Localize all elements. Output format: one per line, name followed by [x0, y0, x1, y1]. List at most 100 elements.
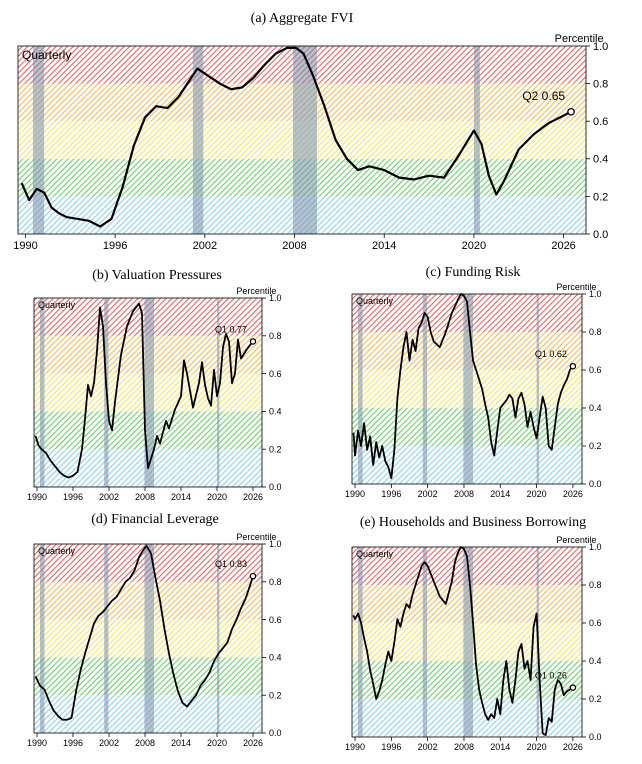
x-tick-label: 2002	[193, 240, 217, 252]
y-axis-label: Percentile	[236, 286, 276, 296]
recession-shade	[104, 544, 109, 733]
recession-shade	[293, 46, 317, 234]
latest-value-annotation: Q1 0.77	[215, 324, 247, 334]
recession-shade	[144, 544, 154, 733]
recession-shade	[217, 544, 220, 733]
series-line	[34, 544, 254, 721]
latest-value-annotation: Q1 0.83	[215, 559, 247, 569]
y-tick-label: 0.8	[593, 78, 608, 90]
series-line	[352, 293, 574, 480]
x-tick-label: 1996	[381, 489, 401, 499]
recession-shade	[536, 294, 540, 484]
y-tick-label: 0.0	[589, 479, 602, 489]
x-tick-label: 2002	[99, 492, 119, 502]
x-tick-label: 2020	[207, 738, 227, 748]
x-tick-label: 2014	[490, 489, 510, 499]
recession-shade	[192, 46, 204, 234]
y-tick-label: 0.2	[589, 441, 602, 451]
recession-shade	[463, 547, 474, 737]
x-tick-label: 2014	[171, 738, 191, 748]
x-tick-label: 1990	[27, 738, 47, 748]
x-tick-label: 2020	[207, 492, 227, 502]
y-tick-label: 1.0	[269, 293, 282, 303]
plot-frame	[351, 293, 583, 485]
y-tick-label: 0.0	[269, 728, 282, 738]
x-tick-label: 2026	[563, 489, 583, 499]
y-tick-label: 0.6	[589, 365, 602, 375]
recession-shade	[40, 544, 45, 733]
y-tick-label: 1.0	[589, 289, 602, 299]
x-tick-label: 1990	[27, 492, 47, 502]
y-tick-label: 0.6	[593, 116, 608, 128]
x-tick-label: 2026	[551, 240, 575, 252]
x-tick-label: 2026	[243, 738, 263, 748]
latest-point-marker	[249, 338, 257, 345]
y-axis-label: Percentile	[556, 535, 596, 545]
x-tick-label: 1996	[63, 492, 83, 502]
panel-title: (d) Financial Leverage	[91, 512, 219, 527]
x-tick-label: 1990	[345, 489, 365, 499]
y-axis-label: Percentile	[236, 532, 276, 542]
y-tick-label: 0.2	[269, 444, 282, 454]
x-tick-label: 2020	[462, 240, 486, 252]
y-tick-label: 0.4	[589, 403, 602, 413]
frequency-label: Quarterly	[356, 549, 394, 559]
y-tick-label: 0.6	[269, 615, 282, 625]
y-axis-label: Percentile	[556, 282, 596, 292]
x-tick-label: 2026	[563, 742, 583, 752]
y-tick-label: 0.8	[269, 577, 282, 587]
y-tick-label: 0.2	[593, 191, 608, 203]
panel-title: (b) Valuation Pressures	[92, 268, 222, 283]
series-line	[352, 546, 574, 736]
recession-shade	[473, 46, 480, 234]
latest-value-annotation: Q1 0.26	[535, 671, 567, 681]
x-tick-label: 2008	[135, 492, 155, 502]
panel-title: (c) Funding Risk	[426, 265, 521, 280]
y-tick-label: 0.0	[269, 482, 282, 492]
recession-shade	[358, 294, 363, 484]
series-line	[34, 302, 254, 479]
x-tick-label: 2014	[171, 492, 191, 502]
recession-shade	[358, 547, 363, 737]
panel-funding-risk: (c) Funding Risk 1990 1996 2002 2008 2014 2020…	[345, 265, 602, 499]
y-tick-label: 0.4	[589, 656, 602, 666]
y-tick-label: 1.0	[589, 542, 602, 552]
latest-point-marker	[569, 684, 577, 691]
plot-frame	[33, 297, 263, 488]
latest-point-marker	[249, 572, 257, 580]
x-tick-label: 2026	[243, 492, 263, 502]
y-tick-label: 0.0	[589, 732, 602, 742]
x-tick-label: 2014	[490, 742, 510, 752]
x-tick-label: 2020	[527, 489, 547, 499]
frequency-label: Quarterly	[38, 546, 76, 556]
y-tick-label: 0.6	[269, 369, 282, 379]
x-tick-label: 2002	[418, 742, 438, 752]
panel-financial-leverage: (d) Financial Leverage 1990 1996 2002 2008 20…	[27, 512, 282, 748]
series-line	[20, 46, 572, 228]
panel-households-business-borrowing: (e) Households and Business Borrowing 199…	[345, 515, 602, 752]
panel-aggregate-fvi: (a) Aggregate FVI 1990 1996 2002 2008 2014 202…	[13, 11, 608, 252]
x-tick-label: 2014	[372, 240, 396, 252]
x-tick-label: 1996	[381, 742, 401, 752]
x-tick-label: 2002	[418, 489, 438, 499]
recession-shade	[40, 298, 45, 487]
recession-shade	[144, 298, 154, 487]
panel-title: (a) Aggregate FVI	[251, 11, 354, 26]
y-axis-label: Percentile	[555, 33, 604, 45]
y-tick-label: 0.8	[589, 327, 602, 337]
frequency-label: Quarterly	[356, 296, 394, 306]
latest-value-annotation: Q1 0.62	[535, 349, 567, 359]
y-tick-label: 0.4	[269, 653, 282, 663]
x-tick-label: 2008	[135, 738, 155, 748]
y-tick-label: 0.2	[589, 694, 602, 704]
plot-frame	[33, 543, 263, 734]
recession-shade	[32, 46, 45, 234]
panel-title: (e) Households and Business Borrowing	[360, 515, 586, 530]
recession-shade	[422, 547, 428, 737]
x-tick-label: 2008	[454, 742, 474, 752]
panel-valuation-pressures: (b) Valuation Pressures 1990 1996 2002 2008 2…	[27, 268, 282, 502]
latest-point-marker	[569, 362, 577, 370]
y-tick-label: 0.4	[593, 154, 608, 166]
y-tick-label: 0.0	[593, 229, 608, 241]
